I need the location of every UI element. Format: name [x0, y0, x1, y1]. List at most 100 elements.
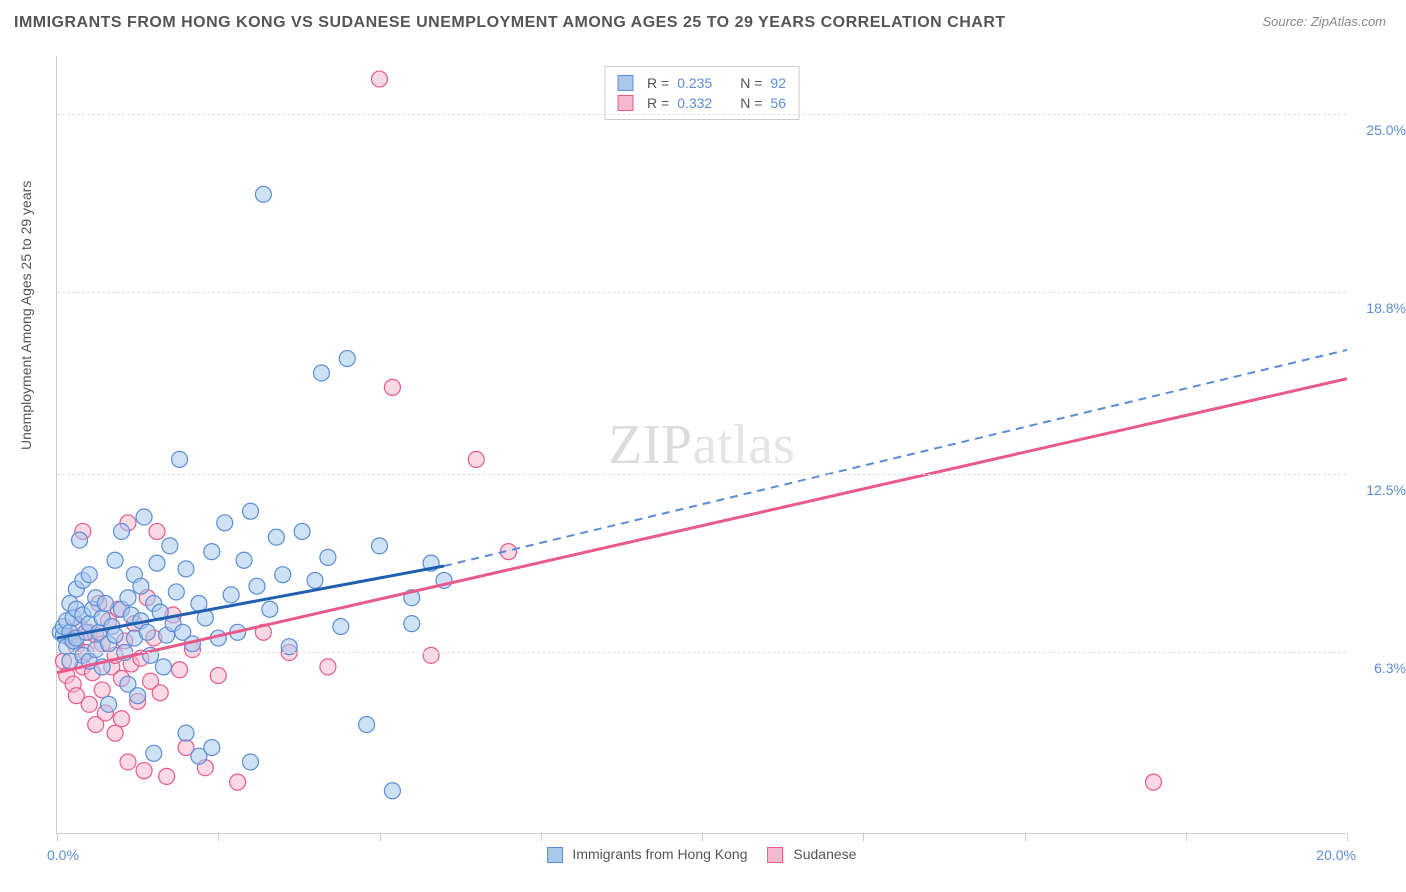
correlation-legend: R = 0.235 N = 92 R = 0.332 N = 56 [604, 66, 799, 120]
scatter-point-hk [243, 754, 259, 770]
chart-svg [57, 56, 1346, 833]
gridline [57, 474, 1346, 475]
scatter-point-hk [217, 515, 233, 531]
scatter-point-hk [243, 503, 259, 519]
y-tick-label: 25.0% [1356, 122, 1406, 138]
x-tick [1347, 833, 1348, 841]
x-tick [541, 833, 542, 841]
x-tick [1186, 833, 1187, 841]
n-label: N = [740, 75, 762, 91]
legend-label-sd: Sudanese [793, 846, 856, 862]
legend-swatch-sd [617, 95, 633, 111]
scatter-point-sd [136, 763, 152, 779]
scatter-point-hk [149, 555, 165, 571]
r-label: R = [647, 75, 669, 91]
scatter-point-sd [114, 711, 130, 727]
scatter-point-sd [152, 685, 168, 701]
scatter-point-hk [384, 783, 400, 799]
scatter-point-hk [97, 595, 113, 611]
scatter-point-hk [275, 567, 291, 583]
scatter-point-hk [146, 745, 162, 761]
r-value-hk: 0.235 [677, 75, 712, 91]
n-value-sd: 56 [770, 95, 786, 111]
scatter-point-hk [101, 696, 117, 712]
y-tick-label: 18.8% [1356, 300, 1406, 316]
r-value-sd: 0.332 [677, 95, 712, 111]
scatter-point-hk [136, 509, 152, 525]
scatter-point-hk [155, 659, 171, 675]
x-tick [1025, 833, 1026, 841]
scatter-point-sd [468, 451, 484, 467]
scatter-point-sd [210, 668, 226, 684]
x-tick [702, 833, 703, 841]
chart-title: IMMIGRANTS FROM HONG KONG VS SUDANESE UN… [14, 14, 1006, 32]
n-value-hk: 92 [770, 75, 786, 91]
series-legend: Immigrants from Hong Kong Sudanese [547, 846, 857, 863]
scatter-point-hk [339, 351, 355, 367]
scatter-point-sd [81, 696, 97, 712]
scatter-point-hk [333, 619, 349, 635]
scatter-point-hk [313, 365, 329, 381]
scatter-point-hk [204, 740, 220, 756]
scatter-point-hk [294, 523, 310, 539]
scatter-point-hk [372, 538, 388, 554]
scatter-point-hk [107, 552, 123, 568]
scatter-point-sd [320, 659, 336, 675]
gridline [57, 292, 1346, 293]
scatter-point-hk [172, 451, 188, 467]
scatter-point-hk [162, 538, 178, 554]
gridline [57, 652, 1346, 653]
scatter-point-sd [172, 662, 188, 678]
plot-area: ZIPatlas R = 0.235 N = 92 R = 0.332 N = … [56, 56, 1346, 834]
x-axis-min-label: 0.0% [47, 847, 79, 863]
x-axis-max-label: 20.0% [1316, 847, 1356, 863]
scatter-point-hk [130, 688, 146, 704]
legend-row-hk: R = 0.235 N = 92 [617, 73, 786, 93]
x-tick [57, 833, 58, 841]
legend-item-hk: Immigrants from Hong Kong [547, 846, 748, 863]
n-label: N = [740, 95, 762, 111]
scatter-point-sd [120, 754, 136, 770]
legend-swatch-sd [768, 847, 784, 863]
scatter-point-hk [168, 584, 184, 600]
scatter-point-hk [255, 186, 271, 202]
scatter-point-hk [249, 578, 265, 594]
scatter-point-hk [178, 561, 194, 577]
scatter-point-hk [120, 590, 136, 606]
r-label: R = [647, 95, 669, 111]
scatter-point-hk [133, 578, 149, 594]
legend-row-sd: R = 0.332 N = 56 [617, 93, 786, 113]
x-tick [863, 833, 864, 841]
legend-swatch-hk [617, 75, 633, 91]
y-tick-label: 12.5% [1356, 482, 1406, 498]
scatter-point-sd [230, 774, 246, 790]
regression-line-sd [57, 379, 1347, 673]
scatter-point-sd [149, 523, 165, 539]
gridline [57, 114, 1346, 115]
scatter-point-hk [139, 624, 155, 640]
regression-ext-hk [444, 350, 1347, 566]
scatter-point-sd [159, 768, 175, 784]
scatter-point-hk [223, 587, 239, 603]
scatter-point-sd [107, 725, 123, 741]
scatter-point-hk [236, 552, 252, 568]
x-tick [218, 833, 219, 841]
y-tick-label: 6.3% [1356, 660, 1406, 676]
scatter-point-hk [404, 616, 420, 632]
scatter-point-sd [372, 71, 388, 87]
scatter-point-hk [307, 572, 323, 588]
scatter-point-hk [359, 717, 375, 733]
scatter-point-hk [204, 544, 220, 560]
scatter-point-hk [72, 532, 88, 548]
scatter-point-sd [384, 379, 400, 395]
scatter-point-hk [81, 567, 97, 583]
scatter-point-sd [423, 647, 439, 663]
legend-swatch-hk [547, 847, 563, 863]
scatter-point-sd [94, 682, 110, 698]
scatter-point-sd [1146, 774, 1162, 790]
scatter-point-hk [262, 601, 278, 617]
scatter-point-hk [114, 523, 130, 539]
y-axis-title: Unemployment Among Ages 25 to 29 years [18, 181, 34, 450]
source-attribution: Source: ZipAtlas.com [1262, 14, 1386, 29]
x-tick [380, 833, 381, 841]
